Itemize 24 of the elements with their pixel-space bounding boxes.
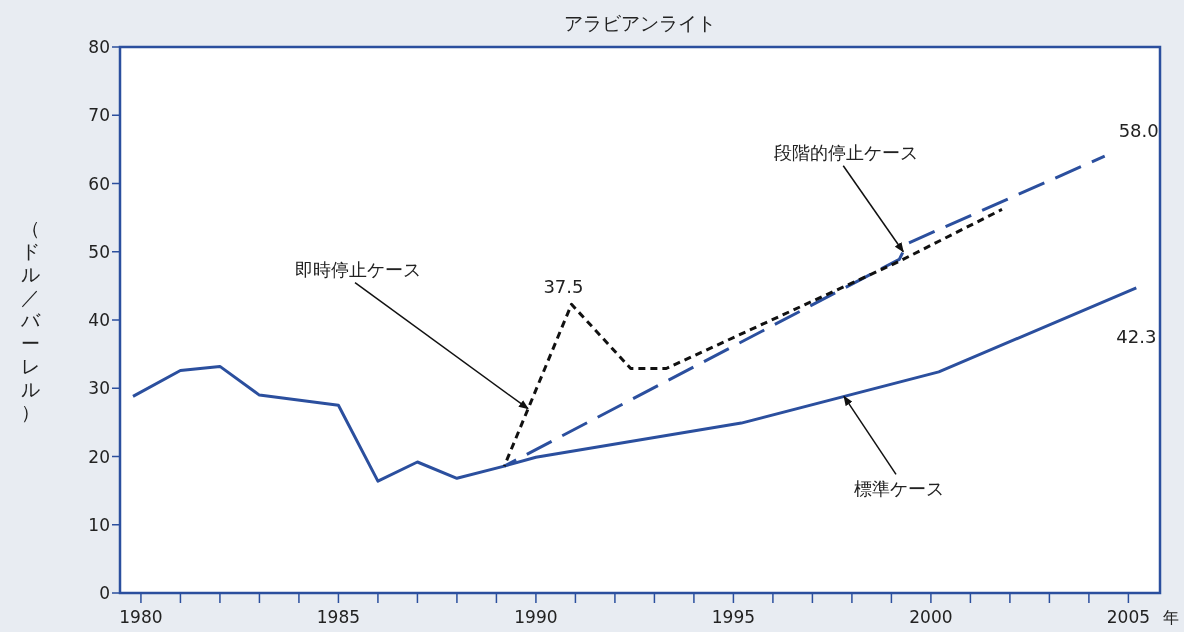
annotation: 標準ケース: [854, 478, 945, 500]
x-axis-title: 年: [1163, 608, 1179, 627]
x-tick-label: 1980: [119, 607, 163, 627]
annotation: 37.5: [543, 276, 584, 298]
annotation: 58.0: [1118, 120, 1159, 142]
y-tick-label: 60: [88, 173, 110, 194]
annotation: 42.3: [1116, 325, 1157, 347]
annotation: 段階的停止ケース: [774, 141, 919, 163]
x-tick-label: 1990: [514, 607, 558, 627]
x-tick-label: 1985: [316, 607, 361, 627]
y-tick-label: 50: [88, 241, 110, 262]
annotation: 即時停止ケース: [295, 258, 422, 280]
y-tick-label: 20: [88, 446, 110, 467]
y-tick-label: 70: [88, 105, 110, 126]
y-tick-label: 40: [88, 310, 110, 330]
y-tick-label: 30: [88, 378, 110, 399]
chart-title: アラビアンライト: [564, 12, 716, 34]
x-tick-label: 1995: [711, 607, 756, 627]
y-tick-label: 10: [88, 514, 110, 535]
x-tick-label: 2005: [1106, 607, 1151, 627]
y-axis-title: （ドル／バーレル）: [20, 217, 40, 423]
x-tick-label: 2000: [909, 607, 953, 627]
y-tick-label: 80: [88, 37, 110, 57]
y-tick-label: 0: [99, 583, 110, 603]
